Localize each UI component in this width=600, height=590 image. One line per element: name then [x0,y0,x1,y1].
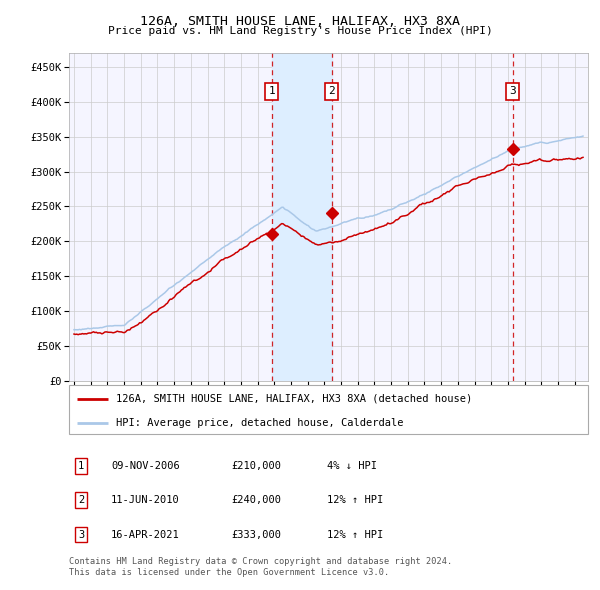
Text: 1: 1 [269,86,275,96]
Text: 3: 3 [509,86,516,96]
Text: 1: 1 [78,461,84,471]
Text: 3: 3 [78,530,84,539]
FancyBboxPatch shape [69,385,588,434]
Text: This data is licensed under the Open Government Licence v3.0.: This data is licensed under the Open Gov… [69,568,389,577]
Text: Price paid vs. HM Land Registry's House Price Index (HPI): Price paid vs. HM Land Registry's House … [107,26,493,36]
Text: 126A, SMITH HOUSE LANE, HALIFAX, HX3 8XA (detached house): 126A, SMITH HOUSE LANE, HALIFAX, HX3 8XA… [116,394,472,404]
Text: 2: 2 [78,496,84,505]
Text: Contains HM Land Registry data © Crown copyright and database right 2024.: Contains HM Land Registry data © Crown c… [69,558,452,566]
Text: 12% ↑ HPI: 12% ↑ HPI [327,530,383,539]
Text: 2: 2 [328,86,335,96]
Text: 16-APR-2021: 16-APR-2021 [111,530,180,539]
Text: £240,000: £240,000 [231,496,281,505]
Text: 09-NOV-2006: 09-NOV-2006 [111,461,180,471]
Text: £210,000: £210,000 [231,461,281,471]
Bar [272,53,332,381]
Text: HPI: Average price, detached house, Calderdale: HPI: Average price, detached house, Cald… [116,418,403,428]
Text: £333,000: £333,000 [231,530,281,539]
Text: 11-JUN-2010: 11-JUN-2010 [111,496,180,505]
Text: 4% ↓ HPI: 4% ↓ HPI [327,461,377,471]
Text: 12% ↑ HPI: 12% ↑ HPI [327,496,383,505]
Text: 126A, SMITH HOUSE LANE, HALIFAX, HX3 8XA: 126A, SMITH HOUSE LANE, HALIFAX, HX3 8XA [140,15,460,28]
